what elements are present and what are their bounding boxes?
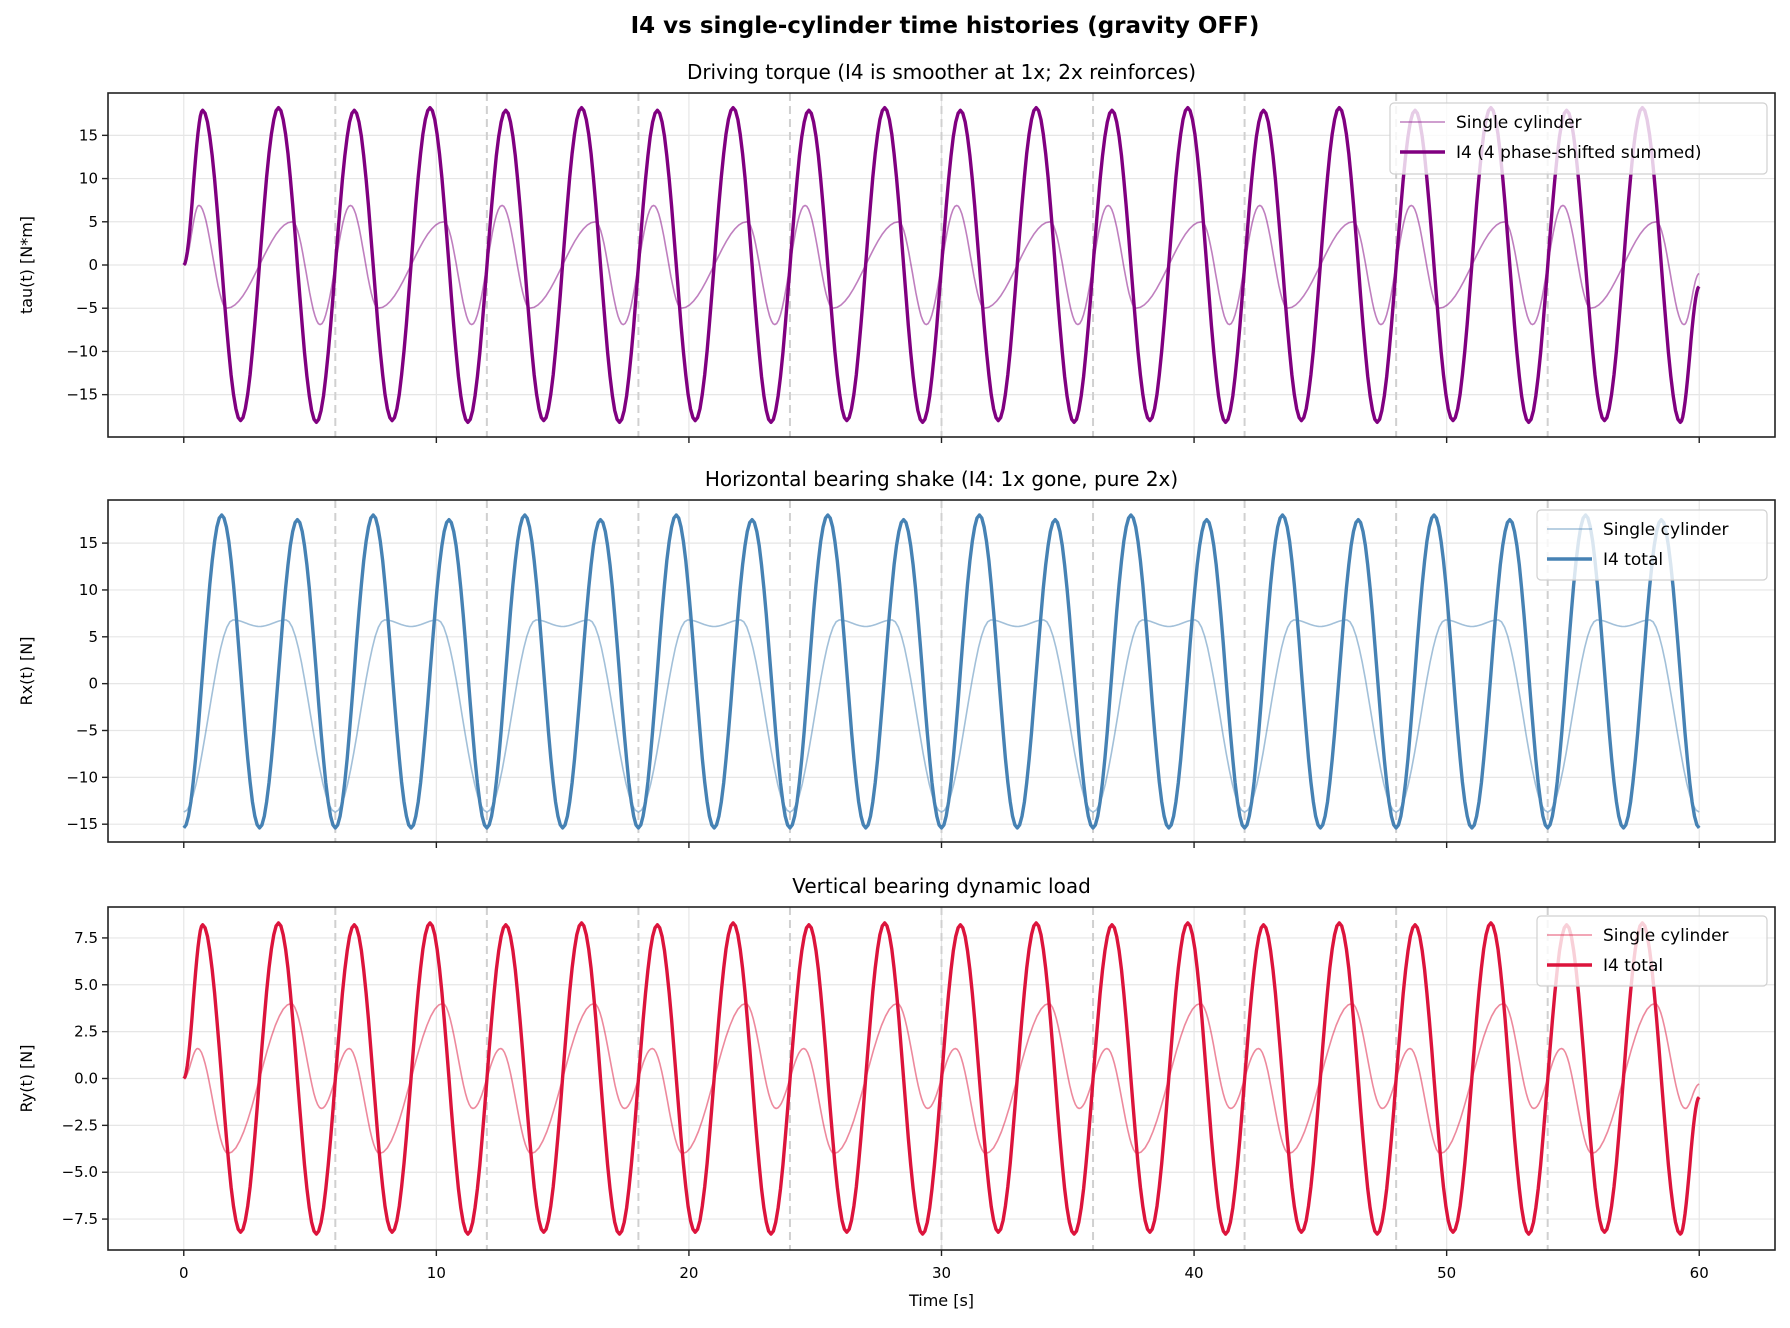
x-tick-label: 10 <box>427 1264 446 1282</box>
panel-vertical-load: Vertical bearing dynamic load 0 10 20 30 40 50… <box>17 874 1776 1310</box>
y-tick-label: 15 <box>79 126 98 144</box>
panel-title: Vertical bearing dynamic load <box>792 874 1091 898</box>
y-tick-label: −5.0 <box>62 1163 98 1181</box>
y-tick-label: 2.5 <box>74 1023 98 1041</box>
series-line-i4 <box>182 106 1701 424</box>
panel-title: Driving torque (I4 is smoother at 1x; 2x… <box>687 60 1196 84</box>
y-tick-label: 5 <box>88 213 98 231</box>
x-tick-label: 50 <box>1437 1264 1456 1282</box>
y-tick-label: 0 <box>88 675 98 693</box>
y-tick-label: −15 <box>66 386 98 404</box>
x-tick-label: 40 <box>1185 1264 1204 1282</box>
series-line-single-cylinder <box>183 619 1700 813</box>
series-line-i4 <box>182 513 1701 830</box>
y-axis-label: Rx(t) [N] <box>17 637 36 706</box>
legend: Single cylinder I4 (4 phase-shifted summe… <box>1389 102 1768 175</box>
legend-label: Single cylinder <box>1603 926 1729 946</box>
y-tick-label: 7.5 <box>74 929 98 947</box>
y-tick-label: −5 <box>76 299 98 317</box>
legend-label: Single cylinder <box>1603 520 1729 540</box>
y-axis-label: tau(t) [N*m] <box>17 216 36 314</box>
x-tick-label: 30 <box>932 1264 951 1282</box>
y-tick-label: −10 <box>66 342 98 360</box>
y-tick-label: −15 <box>66 815 98 833</box>
x-tick-label: 20 <box>679 1264 698 1282</box>
panel-torque: Driving torque (I4 is smoother at 1x; 2x… <box>17 60 1776 443</box>
panel-title: Horizontal bearing shake (I4: 1x gone, p… <box>705 467 1178 491</box>
legend-box <box>1389 102 1768 175</box>
legend-label: I4 (4 phase-shifted summed) <box>1456 143 1702 163</box>
legend: Single cylinder I4 total <box>1536 915 1768 987</box>
y-tick-label: 0 <box>88 256 98 274</box>
y-tick-label: −2.5 <box>62 1116 98 1134</box>
y-tick-label: 0.0 <box>74 1070 98 1088</box>
x-tick-label: 0 <box>179 1264 189 1282</box>
figure-title: I4 vs single-cylinder time histories (gr… <box>631 13 1260 39</box>
y-tick-label: 10 <box>79 170 98 188</box>
legend-label: Single cylinder <box>1456 113 1582 133</box>
legend-box <box>1536 509 1768 581</box>
x-tick-label: 60 <box>1690 1264 1709 1282</box>
y-tick-label: −7.5 <box>62 1210 98 1228</box>
y-tick-label: −5 <box>76 721 98 739</box>
legend-label: I4 total <box>1603 956 1663 976</box>
series-line-i4 <box>182 921 1701 1236</box>
panel-horizontal-shake: Horizontal bearing shake (I4: 1x gone, p… <box>17 467 1776 848</box>
y-tick-label: 15 <box>79 534 98 552</box>
legend: Single cylinder I4 total <box>1536 509 1768 581</box>
y-tick-label: 10 <box>79 581 98 599</box>
y-tick-label: 5.0 <box>74 976 98 994</box>
legend-box <box>1536 915 1768 987</box>
legend-label: I4 total <box>1603 550 1663 570</box>
y-tick-label: −10 <box>66 768 98 786</box>
x-axis-label: Time [s] <box>908 1291 974 1310</box>
y-axis-label: Ry(t) [N] <box>17 1044 36 1112</box>
y-tick-label: 5 <box>88 628 98 646</box>
